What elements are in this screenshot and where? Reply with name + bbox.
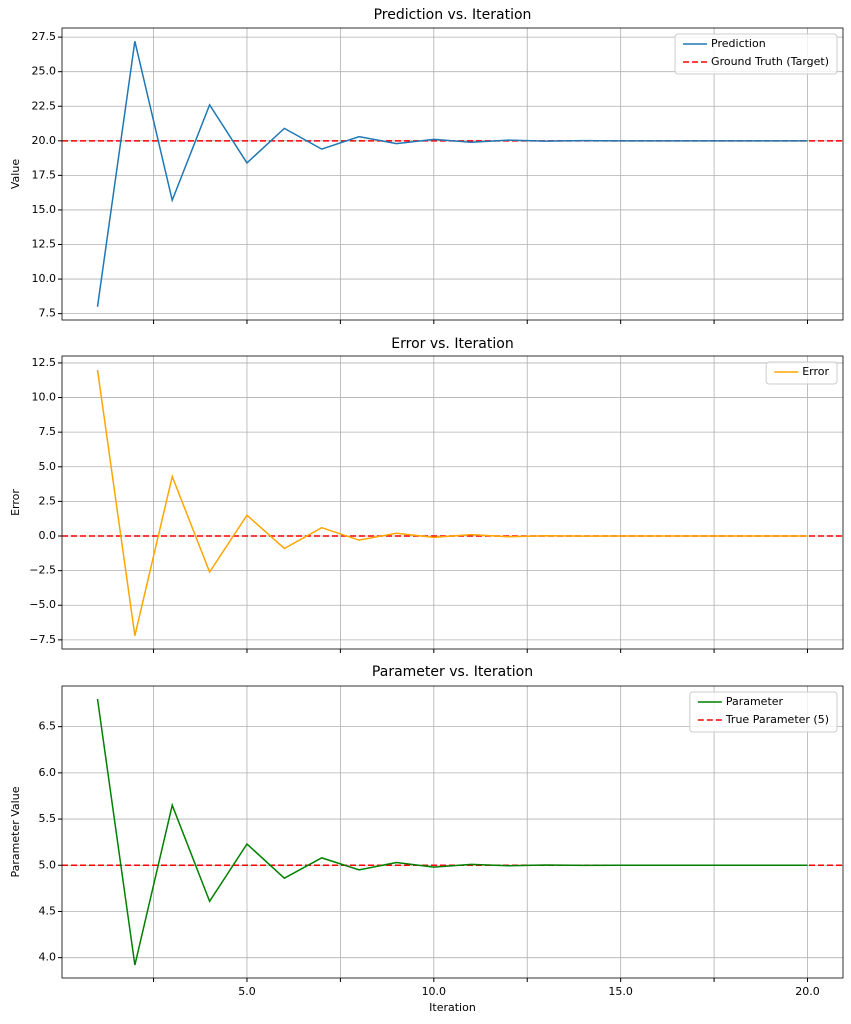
y-tick-label: 4.5 [39,904,57,917]
legend-label: True Parameter (5) [725,713,829,726]
x-tick-label: 5.0 [238,985,256,998]
y-axis-label: Value [9,159,22,189]
legend-label: Prediction [711,37,766,50]
legend-label: Parameter [726,695,784,708]
series-line [96,41,808,307]
legend-label: Error [802,365,829,378]
x-tick-label: 10.0 [422,985,447,998]
plot-frame [61,685,844,979]
y-tick-label: −2.5 [29,564,56,577]
y-tick-label: 5.0 [39,858,57,871]
chart-title: Error vs. Iteration [391,336,513,352]
legend: Parameter True Parameter (5) [689,691,838,733]
y-tick-label: 17.5 [32,168,57,181]
x-axis-label: Iteration [429,1001,476,1014]
y-tick-label: 12.5 [32,238,57,251]
plot-frame [61,27,844,321]
y-axis-label: Error [9,489,22,516]
series-line [96,369,808,636]
legend-box [765,361,838,385]
series-line [96,698,808,966]
y-tick-label: 5.5 [39,812,57,825]
y-tick-label: 15.0 [32,203,57,216]
y-tick-label: 4.0 [39,951,57,964]
y-tick-label: −7.5 [29,633,56,646]
y-tick-label: 22.5 [32,99,57,112]
y-tick-label: 6.5 [39,720,57,733]
y-axis-label: Parameter Value [9,786,22,877]
y-tick-label: 5.0 [39,460,57,473]
plot-frame [61,355,844,650]
y-tick-label: 25.0 [32,65,57,78]
chart-title: Prediction vs. Iteration [374,7,532,23]
y-tick-label: 10.0 [32,391,57,404]
legend-box [689,691,838,733]
x-tick-label: 15.0 [608,985,633,998]
y-tick-label: 2.5 [39,494,57,507]
legend-label: Ground Truth (Target) [711,55,829,68]
legend: Prediction Ground Truth (Target) [674,33,838,75]
chart-title: Parameter vs. Iteration [372,664,533,680]
legend-box [674,33,838,75]
y-tick-label: 6.0 [39,766,57,779]
y-tick-label: 7.5 [39,425,57,438]
y-tick-label: 7.5 [39,307,57,320]
y-tick-label: 0.0 [39,529,57,542]
y-tick-label: 10.0 [32,272,57,285]
y-tick-label: −5.0 [29,598,56,611]
legend: Error [765,361,838,385]
y-tick-label: 27.5 [32,30,57,43]
x-tick-label: 20.0 [795,985,820,998]
y-tick-label: 20.0 [32,134,57,147]
y-tick-label: 12.5 [32,356,57,369]
